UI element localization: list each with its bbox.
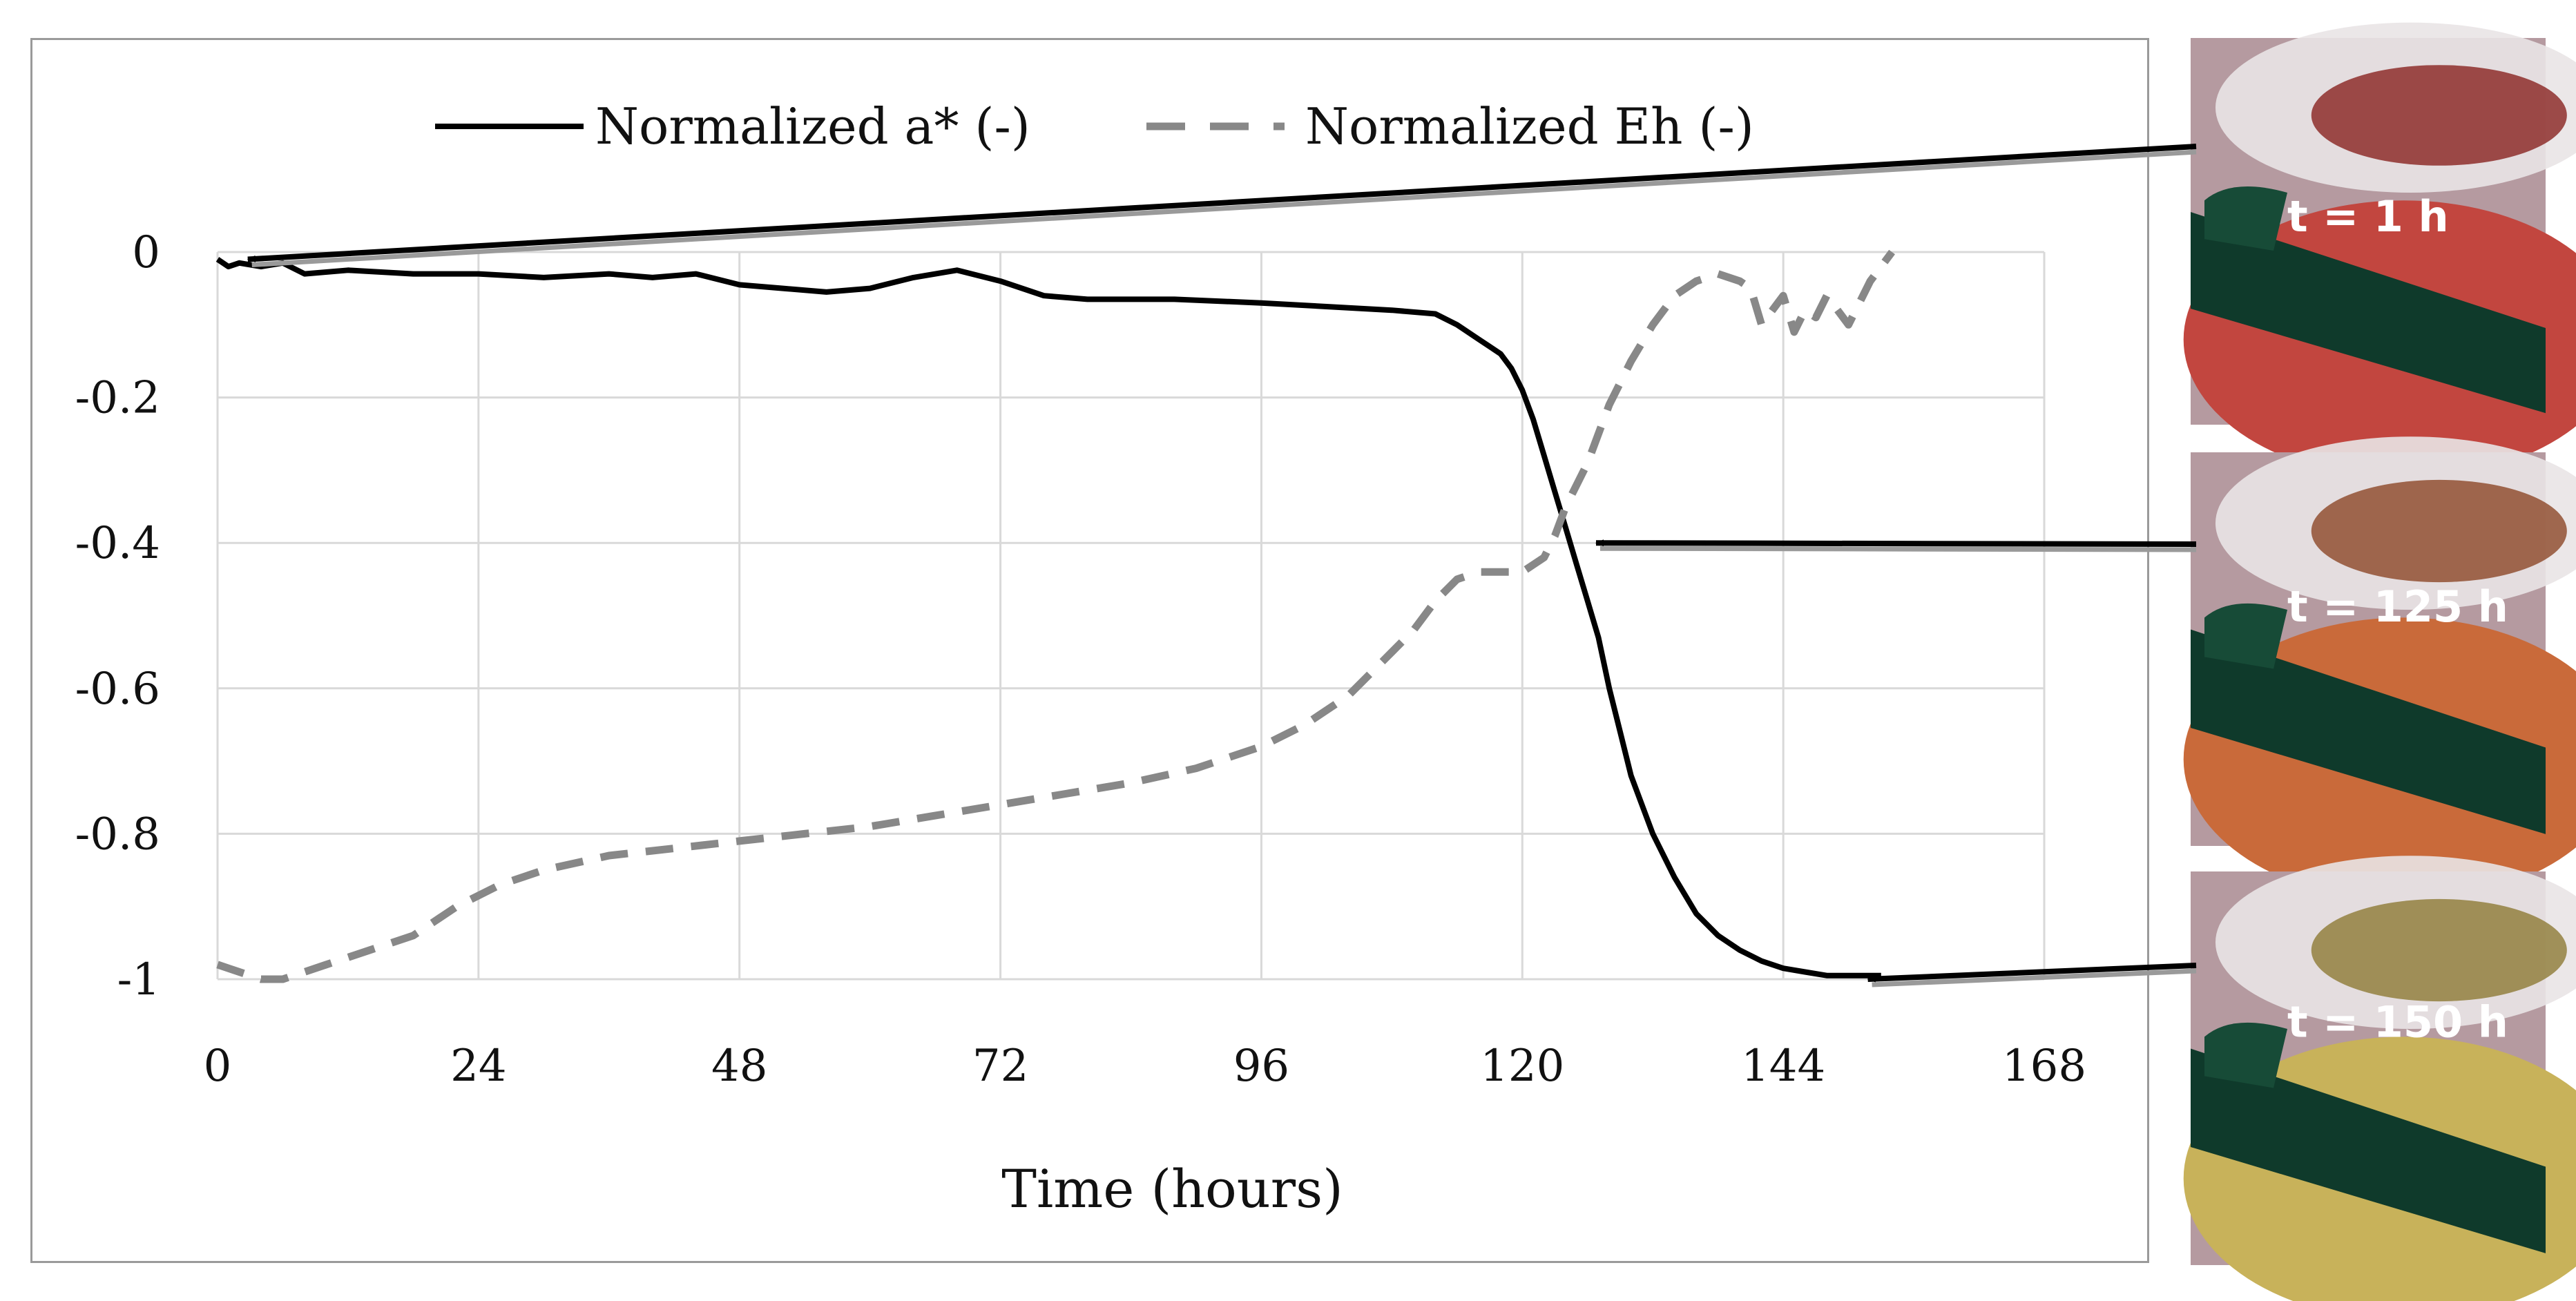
y-tick-label: -0.4 xyxy=(75,518,160,569)
legend-label: Normalized a* (-) xyxy=(595,97,1030,155)
x-tick-label: 96 xyxy=(1233,1041,1289,1092)
sample-photo: t = 125 h xyxy=(2183,436,2576,901)
sample-photo: t = 1 h xyxy=(2183,22,2576,479)
legend-label: Normalized Eh (-) xyxy=(1305,97,1754,155)
y-tick-label: -0.6 xyxy=(75,664,160,715)
photo-time-label: t = 150 h xyxy=(2287,996,2508,1047)
photo-strip: t = 1 h t = 125 h t = 150 h xyxy=(2183,22,2576,1301)
x-tick-label: 24 xyxy=(450,1041,506,1092)
annotation-arrow xyxy=(1595,539,2197,547)
x-axis-title: Time (hours) xyxy=(1001,1158,1343,1220)
dish-medium-top xyxy=(2311,479,2567,583)
photo-time-label: t = 1 h xyxy=(2287,191,2449,242)
axis-labels: 0 -0.2 -0.4 -0.6 -0.8 -1 0 24 48 72 96 120 144 168 Tim… xyxy=(75,227,2086,1220)
y-tick-label: 0 xyxy=(132,227,160,278)
x-tick-label: 144 xyxy=(1741,1041,1825,1092)
y-tick-label: -0.8 xyxy=(75,809,160,860)
x-tick-label: 168 xyxy=(2002,1041,2086,1092)
sensor-strip-tip xyxy=(2204,186,2287,251)
dish-medium-top xyxy=(2311,898,2567,1002)
arrow-shadow xyxy=(251,149,2197,268)
sensor-strip-tip xyxy=(2204,603,2287,669)
sensor-strip xyxy=(2191,629,2546,834)
chart-frame xyxy=(30,38,2149,1263)
series-line-a-star xyxy=(215,257,1881,979)
grid xyxy=(216,251,2046,981)
series-layer xyxy=(215,249,1896,983)
photo-time-label: t = 125 h xyxy=(2287,581,2508,632)
x-tick-label: 48 xyxy=(711,1041,767,1092)
annotation-arrow xyxy=(1867,963,2197,983)
series-line-eh xyxy=(216,249,1896,983)
arrow-shadow xyxy=(1872,968,2197,987)
annotation-arrows xyxy=(247,144,2197,987)
sample-photo: t = 150 h xyxy=(2183,856,2576,1301)
x-tick-label: 72 xyxy=(972,1041,1028,1092)
dish-medium-top xyxy=(2311,65,2567,166)
x-tick-label: 120 xyxy=(1480,1041,1564,1092)
arrow-shadow xyxy=(1599,546,2197,552)
sensor-strip xyxy=(2191,1048,2546,1253)
y-tick-label: -1 xyxy=(117,954,160,1005)
annotation-arrow xyxy=(247,144,2197,262)
sensor-strip-tip xyxy=(2204,1022,2287,1088)
sensor-strip xyxy=(2191,212,2546,414)
legend: Normalized a* (-) Normalized Eh (-) xyxy=(435,97,1754,155)
x-tick-label: 0 xyxy=(204,1041,232,1092)
y-tick-label: -0.2 xyxy=(75,373,160,424)
